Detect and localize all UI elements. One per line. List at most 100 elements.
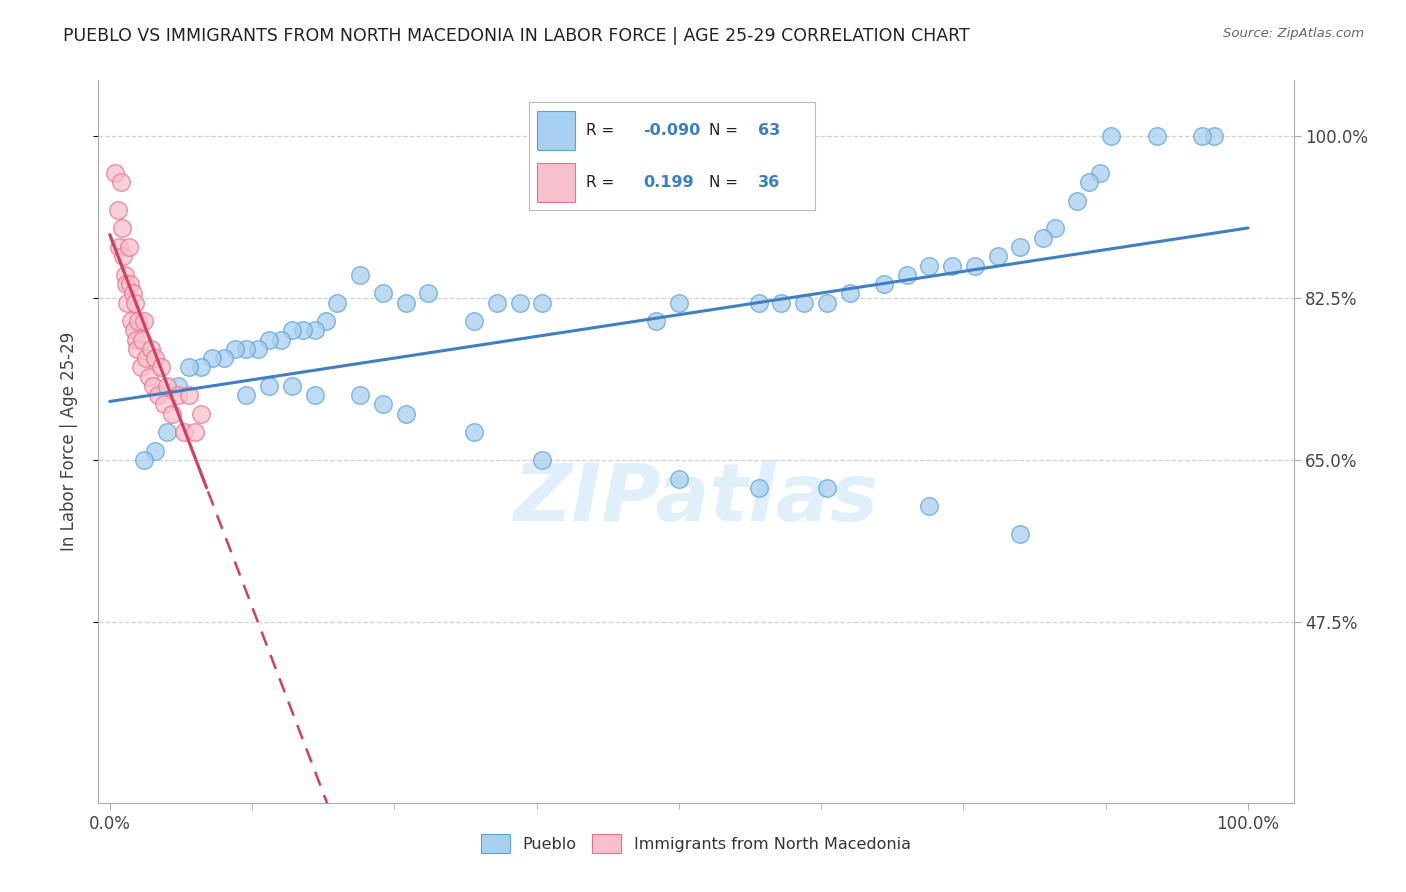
Point [104, 166, 127, 180]
Point [114, 277, 136, 291]
Point [371, 286, 394, 301]
Point [770, 295, 793, 310]
Point [139, 342, 162, 356]
Point [1191, 128, 1213, 143]
Point [1032, 231, 1054, 245]
Point [395, 295, 418, 310]
Text: Source: ZipAtlas.com: Source: ZipAtlas.com [1223, 27, 1364, 40]
Point [257, 333, 280, 347]
Point [118, 240, 141, 254]
Point [281, 379, 304, 393]
Text: PUEBLO VS IMMIGRANTS FROM NORTH MACEDONIA IN LABOR FORCE | AGE 25-29 CORRELATION: PUEBLO VS IMMIGRANTS FROM NORTH MACEDONI… [63, 27, 970, 45]
Point [184, 425, 207, 440]
Point [1202, 128, 1225, 143]
Point [987, 249, 1010, 263]
Point [124, 295, 146, 310]
Point [121, 286, 143, 301]
Point [485, 295, 508, 310]
Point [167, 379, 190, 393]
Point [122, 323, 145, 337]
Point [645, 314, 668, 328]
Point [143, 443, 166, 458]
Point [132, 314, 155, 328]
Point [201, 351, 224, 366]
Point [132, 453, 155, 467]
Point [167, 388, 190, 402]
Point [190, 360, 212, 375]
Point [179, 388, 201, 402]
Point [257, 379, 280, 393]
Point [111, 221, 134, 235]
Point [315, 314, 337, 328]
Point [138, 369, 160, 384]
Point [531, 453, 554, 467]
Point [235, 388, 257, 402]
Point [190, 407, 212, 421]
Point [179, 360, 201, 375]
Point [112, 249, 135, 263]
Point [463, 314, 485, 328]
Point [463, 425, 485, 440]
Point [838, 286, 860, 301]
Point [107, 202, 129, 217]
Point [1146, 128, 1168, 143]
Point [235, 342, 257, 356]
Point [349, 268, 371, 282]
Point [142, 379, 165, 393]
Point [153, 397, 176, 411]
Point [668, 295, 690, 310]
Point [115, 295, 138, 310]
Y-axis label: In Labor Force | Age 25-29: In Labor Force | Age 25-29 [59, 332, 77, 551]
Point [108, 240, 131, 254]
Point [131, 333, 153, 347]
Point [246, 342, 269, 356]
Point [292, 323, 315, 337]
Point [748, 295, 770, 310]
Point [304, 388, 326, 402]
Point [1099, 128, 1122, 143]
Point [873, 277, 896, 291]
Point [941, 259, 963, 273]
Point [418, 286, 440, 301]
Point [509, 295, 531, 310]
Point [162, 407, 184, 421]
Point [127, 314, 149, 328]
Point [270, 333, 292, 347]
Point [127, 342, 149, 356]
Point [668, 472, 690, 486]
Point [156, 425, 179, 440]
Point [918, 500, 941, 514]
Point [150, 360, 173, 375]
Point [146, 388, 169, 402]
Point [1077, 175, 1099, 189]
Legend: Pueblo, Immigrants from North Macedonia: Pueblo, Immigrants from North Macedonia [475, 828, 917, 860]
Point [395, 407, 418, 421]
Point [1010, 240, 1032, 254]
Point [135, 351, 157, 366]
Point [1010, 527, 1032, 541]
Point [143, 351, 166, 366]
Point [371, 397, 394, 411]
Point [326, 295, 349, 310]
Point [125, 333, 148, 347]
Point [212, 351, 235, 366]
Point [531, 295, 554, 310]
Point [1088, 166, 1111, 180]
Point [156, 379, 179, 393]
Point [1043, 221, 1066, 235]
Point [281, 323, 304, 337]
Point [224, 342, 246, 356]
Point [110, 175, 132, 189]
Point [120, 277, 142, 291]
Point [114, 268, 136, 282]
Point [793, 295, 815, 310]
Point [918, 259, 941, 273]
Point [349, 388, 371, 402]
Point [129, 360, 152, 375]
Point [815, 481, 838, 495]
Point [173, 425, 195, 440]
Point [963, 259, 986, 273]
Point [120, 314, 142, 328]
Point [304, 323, 326, 337]
Point [1066, 194, 1088, 208]
